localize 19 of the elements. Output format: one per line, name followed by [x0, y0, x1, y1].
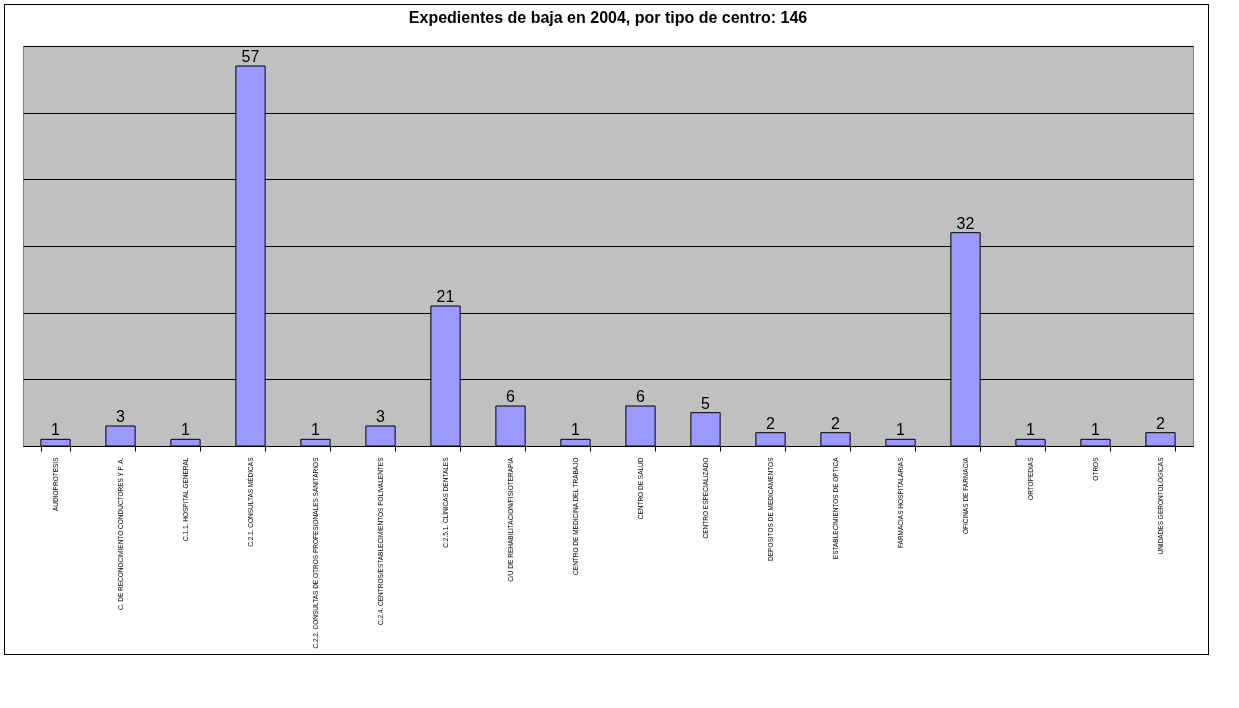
data-label: 32: [956, 214, 975, 232]
data-label: 2: [831, 414, 841, 432]
data-label: 1: [571, 421, 581, 439]
data-label: 57: [241, 48, 260, 65]
data-label: 2: [1156, 414, 1166, 432]
data-label: 1: [311, 421, 321, 439]
data-label: 3: [116, 408, 126, 425]
data-label: 1: [51, 421, 61, 439]
data-label: 1: [181, 421, 191, 439]
data-label: 1: [1026, 421, 1036, 439]
data-label: 1: [896, 421, 906, 439]
data-label: 6: [506, 388, 516, 405]
data-label: 5: [701, 394, 711, 412]
data-label: 2: [766, 414, 776, 432]
data-label: 1: [1091, 421, 1101, 439]
data-label: 6: [636, 388, 646, 405]
chart-title: Expedientes de baja en 2004, por tipo de centro: 146: [408, 9, 808, 26]
data-label: 3: [376, 408, 386, 425]
data-label: 21: [436, 288, 455, 305]
